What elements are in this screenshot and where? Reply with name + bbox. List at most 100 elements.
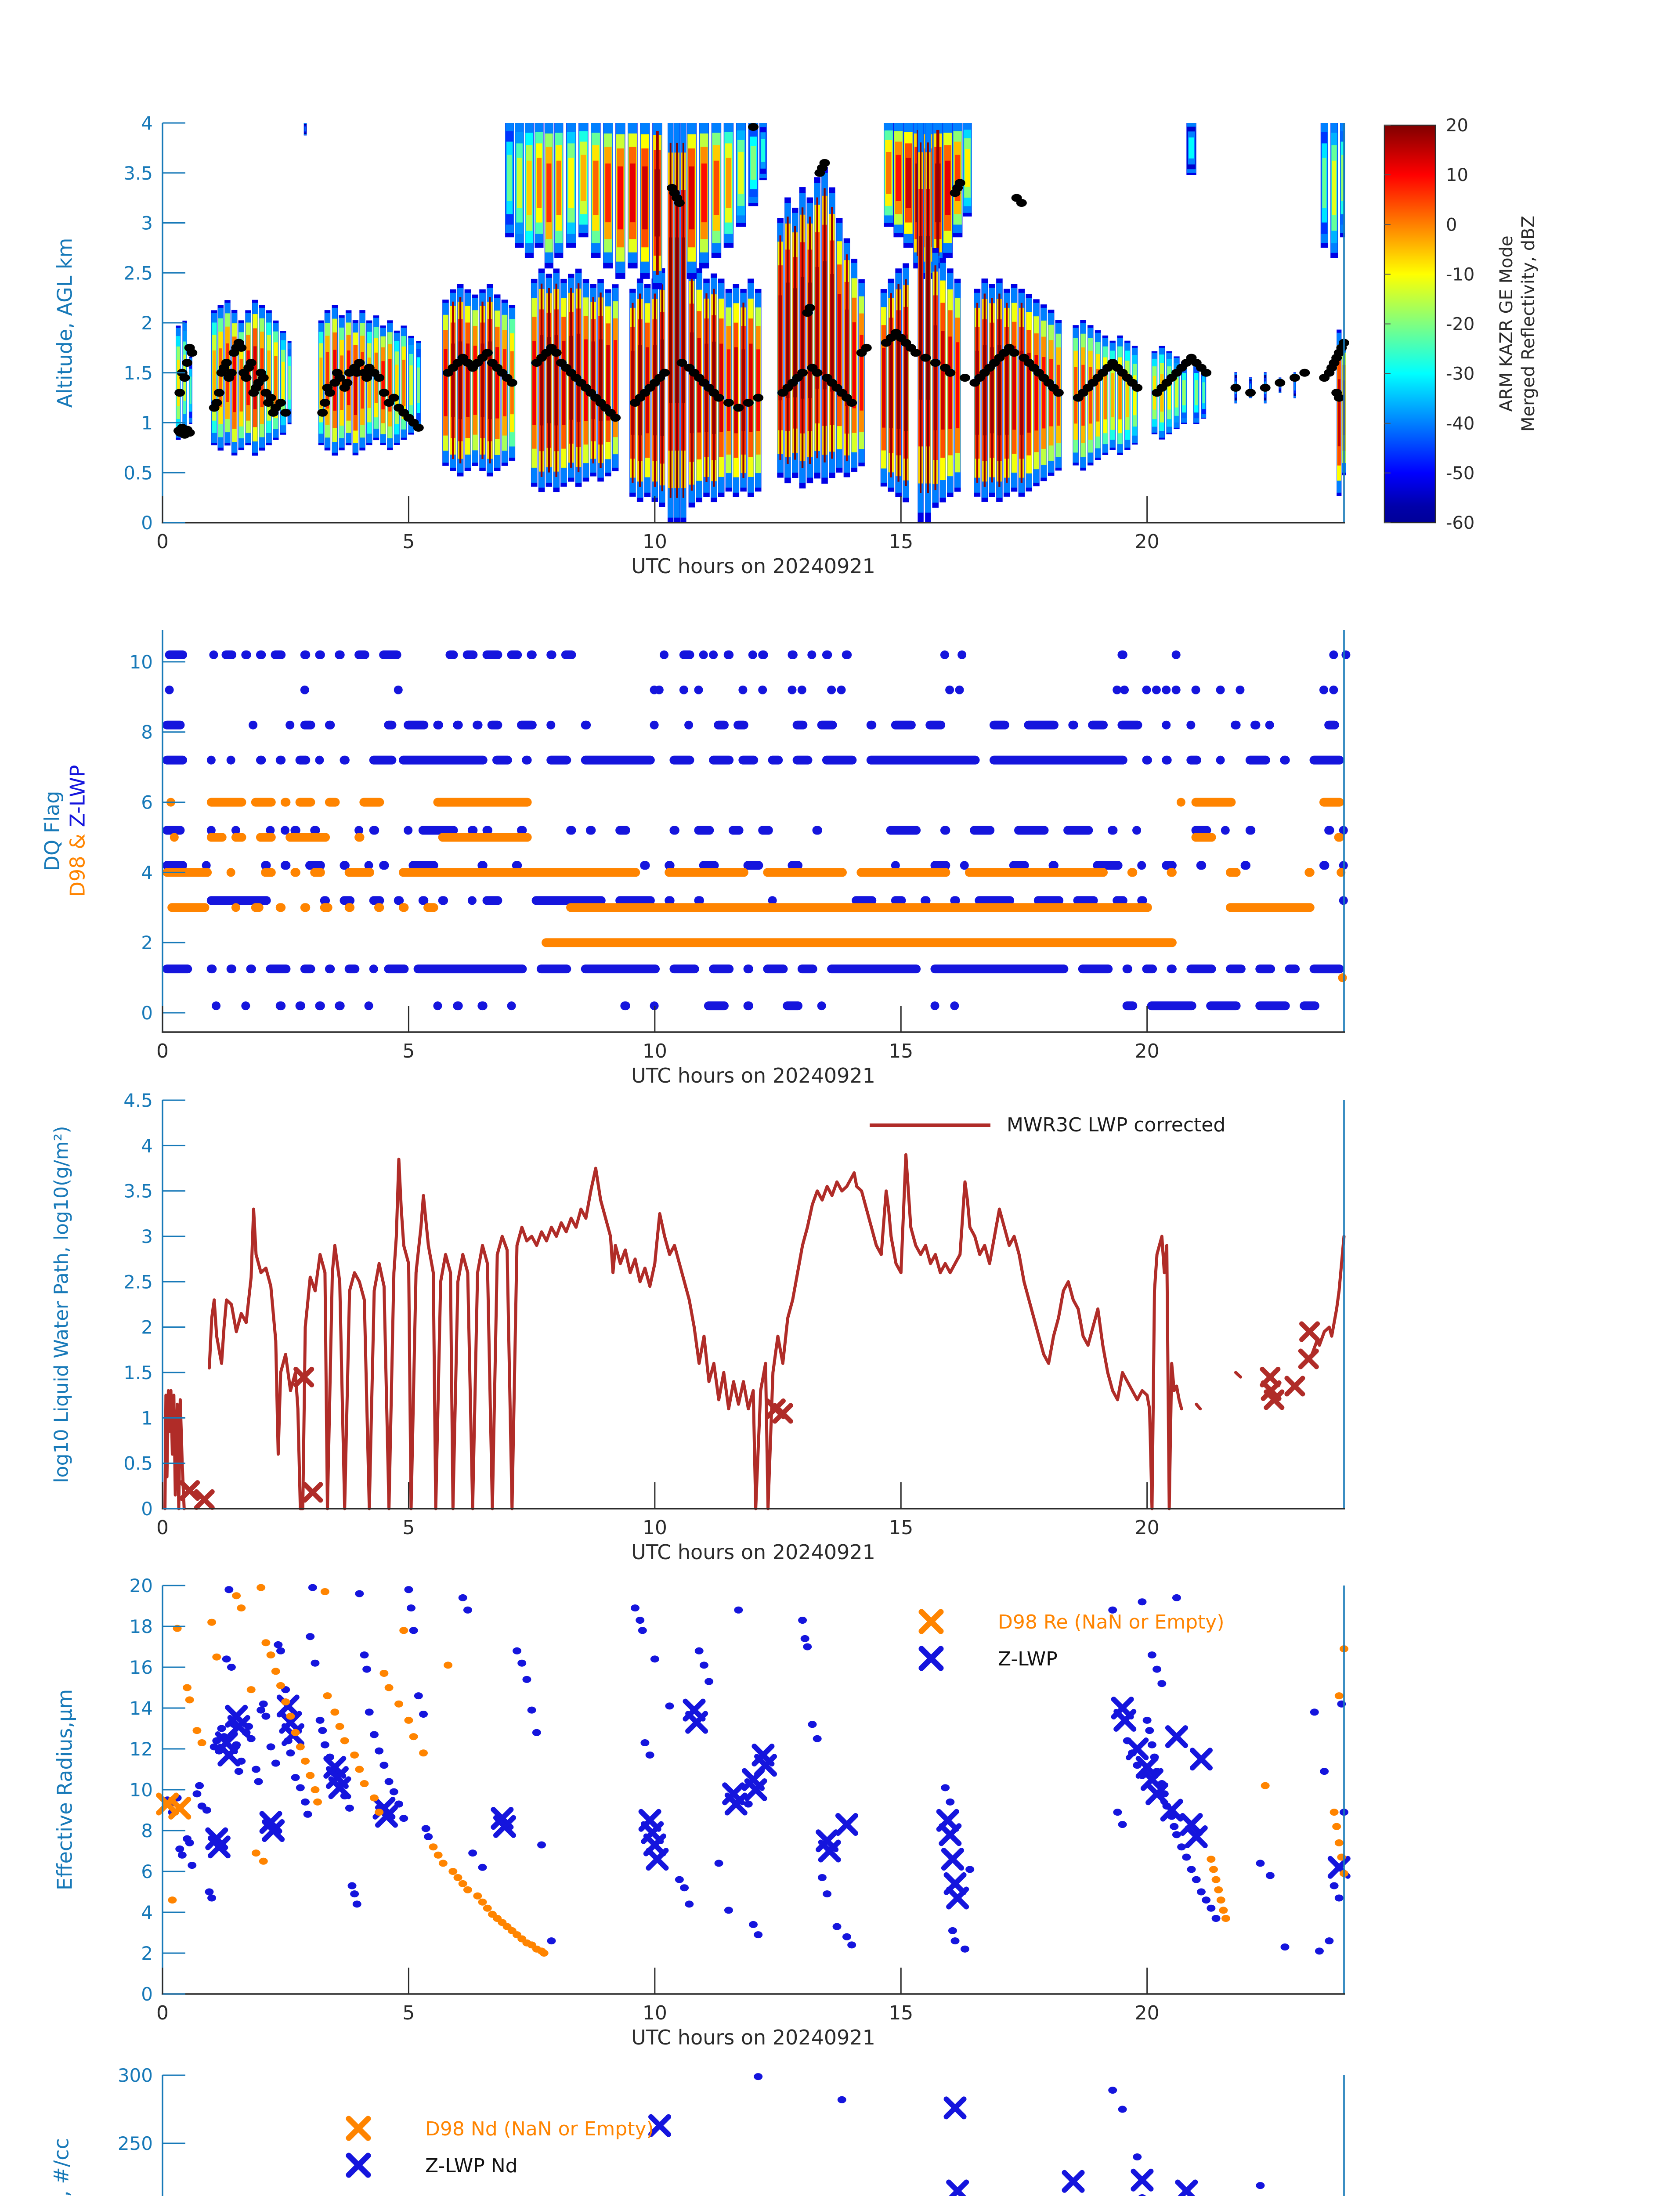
reflectivity-column — [761, 139, 766, 162]
blue-scatter-dot — [513, 1647, 521, 1654]
dq-flag-segment — [891, 720, 916, 730]
orange-scatter-dot — [473, 1892, 482, 1900]
blue-scatter-dot — [261, 1712, 271, 1720]
dq-flag-segment — [418, 826, 458, 835]
dq-flag-segment — [1324, 826, 1334, 835]
blue-scatter-x — [685, 1711, 708, 1734]
blue-scatter-dot — [1133, 2153, 1142, 2160]
x-tick-label: 20 — [1135, 2002, 1160, 2024]
dq-flag-segment — [344, 903, 355, 912]
blue-scatter-x — [493, 1815, 516, 1838]
blue-scatter-dot — [1108, 2087, 1117, 2094]
cloud-base-dot — [1260, 383, 1271, 392]
blue-scatter-dot — [308, 1584, 317, 1591]
blue-scatter-x — [225, 1705, 248, 1728]
dq-flag-segment — [256, 755, 266, 765]
dq-flag-segment — [546, 755, 571, 765]
reflectivity-core — [600, 293, 602, 468]
dq-flag-segment — [837, 685, 846, 694]
dq-flag-segment — [1245, 755, 1270, 765]
dq-flag-segment — [340, 896, 355, 905]
blue-scatter-dot — [1192, 1876, 1201, 1883]
legend-x-re-zlwp — [918, 1646, 944, 1671]
dq-flag-segment — [827, 964, 921, 974]
reflectivity-column — [325, 352, 329, 409]
dq-flag-segment — [379, 861, 389, 870]
dq-flag-segment — [581, 720, 591, 730]
cloud-base-dot — [819, 159, 830, 167]
reflectivity-core — [656, 131, 659, 275]
blue-scatter-dot — [362, 1665, 372, 1673]
blue-scatter-dot — [800, 1635, 809, 1642]
colorbar-tick-label: -10 — [1446, 264, 1474, 285]
dq-flag-segment — [281, 826, 289, 835]
dq-flag-segment — [1191, 685, 1200, 694]
dq-flag-segment — [226, 868, 235, 877]
blue-scatter-dot — [404, 1586, 413, 1593]
blue-scatter-dot — [714, 1860, 723, 1867]
blue-scatter-x — [941, 1848, 964, 1871]
blue-scatter-dot — [744, 1800, 753, 1808]
dq-flag-segment — [438, 833, 532, 842]
blue-scatter-x — [227, 1715, 250, 1738]
dq-flag-segment — [758, 685, 767, 694]
y-tick-label: 1 — [141, 412, 153, 434]
dq-flag-segment — [940, 650, 949, 659]
cloud-base-dot — [241, 374, 252, 382]
dq-flag-segment — [507, 650, 522, 659]
lwp-x-marker — [302, 1482, 323, 1503]
dq-flag-segment — [699, 650, 708, 659]
blue-scatter-dot — [638, 1627, 647, 1634]
dq-flag-segment — [354, 650, 369, 659]
reflectivity-column — [1012, 346, 1016, 430]
legend-label-re-zlwp: Z-LWP — [998, 1648, 1058, 1670]
cloud-base-dot — [211, 399, 222, 407]
dq-flag-segment — [1108, 826, 1118, 835]
dq-flag-segment — [822, 650, 832, 659]
blue-scatter-dot — [320, 1741, 329, 1748]
reflectivity-column — [948, 336, 952, 429]
dq-flag-segment — [1255, 964, 1275, 974]
dq-flag-segment — [546, 650, 556, 659]
dq-flag-segment — [620, 1001, 630, 1011]
cloud-base-dot — [258, 374, 269, 382]
blue-scatter-x — [744, 1778, 767, 1801]
blue-scatter-dot — [192, 1790, 202, 1798]
dq-flag-segment — [1014, 826, 1049, 835]
ylabel-panel4-text: Effective Radius,μm — [53, 1689, 77, 1891]
dq-flag-segment — [206, 896, 271, 905]
dq-flag-segment — [660, 650, 669, 659]
cloud-base-dot — [723, 399, 734, 407]
orange-scatter-dot — [185, 1696, 194, 1704]
dq-flag-segment — [665, 861, 675, 870]
dq-flag-segment — [792, 755, 813, 765]
blue-scatter-x — [491, 1807, 514, 1830]
xlabel-panel4: UTC hours on 20240921 — [631, 2026, 875, 2049]
reflectivity-column — [726, 349, 730, 431]
reflectivity-core — [936, 130, 939, 256]
dq-flag-segment — [763, 964, 788, 974]
dq-flag-segment — [1338, 973, 1347, 982]
dq-flag-segment — [290, 868, 300, 877]
cloud-base-dot — [676, 359, 687, 367]
cloud-base-dot — [733, 404, 744, 412]
reflectivity-column — [726, 158, 732, 208]
lwp-x-marker — [194, 1489, 215, 1510]
dq-flag-segment — [290, 826, 300, 835]
lwp-x-marker — [293, 1366, 314, 1387]
blue-scatter-dot — [699, 1661, 708, 1669]
orange-scatter-dot — [1209, 1866, 1218, 1873]
blue-scatter-dot — [1133, 1762, 1142, 1769]
reflectivity-column — [239, 359, 243, 412]
blue-scatter-x — [1131, 2168, 1154, 2192]
orange-scatter-dot — [313, 1798, 322, 1806]
dq-flag-segment — [1324, 720, 1339, 730]
colorbar-label-line2: Merged Reflectivity, dBZ — [1518, 216, 1539, 432]
blue-scatter-dot — [311, 1659, 320, 1667]
reflectivity-column — [738, 152, 744, 194]
reflectivity-core — [845, 254, 848, 462]
reflectivity-column — [1175, 378, 1178, 408]
dq-flag-segment — [921, 896, 931, 905]
dq-flag-segment — [950, 896, 960, 905]
